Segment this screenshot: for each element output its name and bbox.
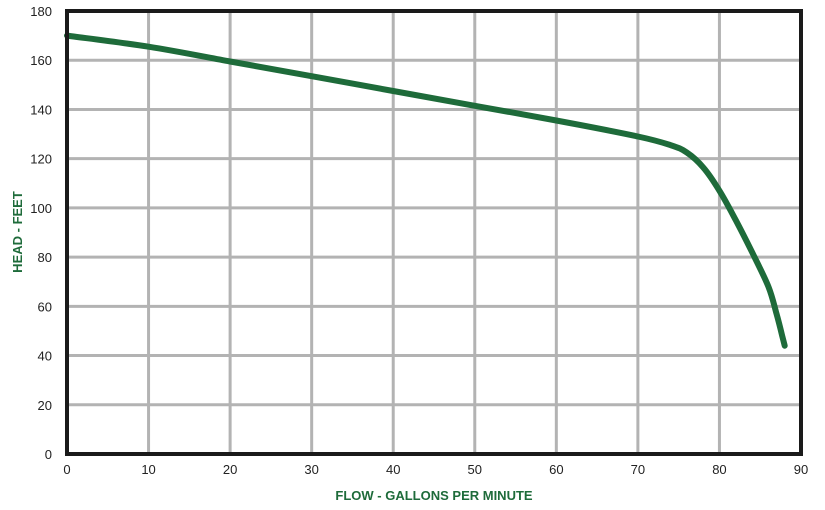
y-tick-label: 100 — [30, 201, 52, 216]
y-tick-label: 180 — [30, 4, 52, 19]
y-tick-label: 140 — [30, 102, 52, 117]
y-tick-label: 60 — [38, 299, 52, 314]
y-tick-label: 40 — [38, 349, 52, 364]
head-flow-curve — [64, 32, 788, 349]
x-tick-label: 60 — [549, 462, 563, 477]
y-tick-labels: 0 20 40 60 80 100 120 140 160 180 — [30, 4, 52, 462]
y-tick-label: 120 — [30, 152, 52, 167]
curve-layer — [64, 32, 788, 349]
y-tick-label: 0 — [45, 447, 52, 462]
x-tick-label: 20 — [223, 462, 237, 477]
y-tick-label: 160 — [30, 53, 52, 68]
x-tick-label: 70 — [631, 462, 645, 477]
x-tick-label: 90 — [794, 462, 808, 477]
y-axis-title: HEAD - FEET — [10, 191, 25, 273]
y-tick-label: 80 — [38, 250, 52, 265]
x-axis-title: FLOW - GALLONS PER MINUTE — [335, 488, 532, 503]
plot-frame — [65, 9, 803, 456]
y-tick-label: 20 — [38, 398, 52, 413]
x-tick-label: 50 — [468, 462, 482, 477]
x-tick-label: 80 — [712, 462, 726, 477]
x-tick-label: 40 — [386, 462, 400, 477]
x-tick-label: 10 — [141, 462, 155, 477]
x-tick-label: 0 — [63, 462, 70, 477]
x-tick-labels: 0 10 20 30 40 50 60 70 80 90 — [63, 462, 808, 477]
grid-lines — [67, 11, 801, 454]
x-tick-label: 30 — [304, 462, 318, 477]
